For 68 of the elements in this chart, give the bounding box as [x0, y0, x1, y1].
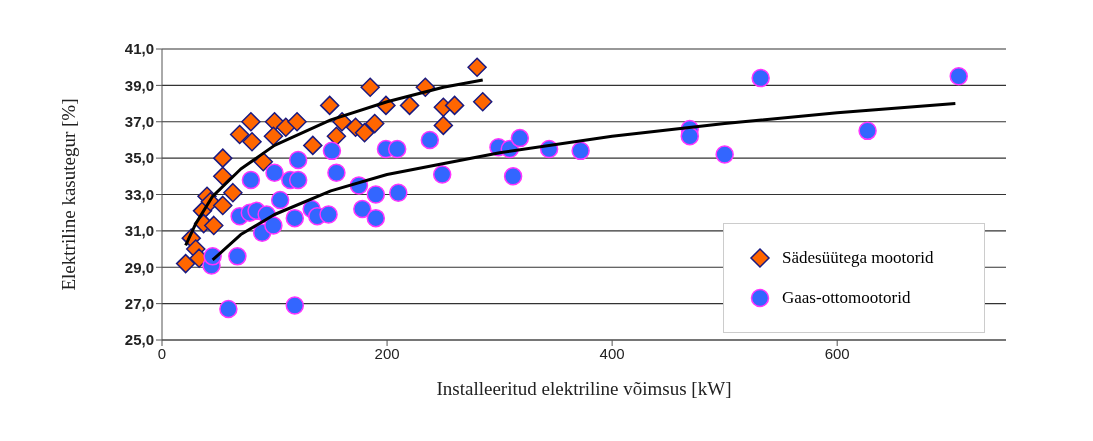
point — [219, 299, 238, 319]
point — [353, 199, 372, 219]
point — [949, 67, 968, 86]
point — [228, 247, 247, 266]
point — [467, 57, 487, 77]
point — [858, 121, 877, 141]
point — [433, 115, 454, 136]
point — [265, 163, 284, 182]
point — [213, 195, 233, 216]
point — [322, 141, 342, 161]
point — [285, 296, 305, 315]
point — [285, 208, 305, 228]
point — [241, 170, 261, 190]
point — [319, 95, 340, 116]
point — [366, 208, 386, 228]
point — [288, 170, 308, 190]
point — [288, 150, 308, 170]
x-tick-label: 400 — [599, 344, 625, 362]
point — [263, 126, 284, 147]
point — [287, 112, 307, 132]
x-tick-label: 0 — [157, 344, 167, 362]
point — [223, 182, 243, 203]
y-tick-label: 35,0 — [124, 149, 154, 167]
point — [510, 128, 530, 148]
y-tick-label: 29,0 — [124, 258, 154, 276]
point — [366, 185, 386, 204]
point — [213, 166, 233, 187]
y-tick-label: 39,0 — [124, 76, 154, 94]
point — [264, 216, 283, 235]
x-axis-title: Installeeritud elektriline võimsus [kW] — [436, 378, 732, 400]
point — [360, 77, 380, 97]
x-tick-label: 600 — [824, 344, 850, 362]
point — [751, 68, 770, 88]
y-tick-label: 27,0 — [124, 294, 154, 312]
point — [680, 127, 700, 146]
y-tick-label: 33,0 — [124, 185, 154, 203]
point — [204, 215, 224, 236]
point — [715, 145, 734, 164]
point — [229, 124, 250, 145]
y-tick-label: 25,0 — [124, 331, 154, 349]
y-axis-title: Elektriline kasutegur [%] — [57, 98, 79, 291]
point — [242, 132, 262, 152]
point — [213, 148, 233, 168]
point — [399, 95, 420, 116]
y-tick-label: 31,0 — [124, 222, 154, 240]
point — [387, 139, 407, 159]
y-tick-label: 37,0 — [124, 113, 154, 131]
legend-label: Gaas-ottomootorid — [782, 288, 911, 308]
point — [389, 183, 408, 202]
legend-label: Sädesüütega mootorid — [782, 248, 934, 268]
point — [444, 95, 465, 116]
point — [326, 126, 347, 147]
point — [364, 113, 385, 134]
point — [175, 253, 196, 274]
point — [303, 135, 323, 156]
point — [420, 130, 440, 150]
point — [472, 91, 493, 112]
point — [327, 163, 346, 182]
point — [354, 122, 375, 143]
y-tick-label: 41,0 — [124, 40, 154, 58]
x-tick-label: 200 — [374, 344, 400, 362]
point — [503, 167, 523, 186]
point — [270, 190, 290, 210]
point — [432, 165, 452, 184]
point — [571, 141, 590, 161]
point — [319, 205, 338, 224]
point — [276, 117, 296, 137]
point — [241, 112, 261, 132]
